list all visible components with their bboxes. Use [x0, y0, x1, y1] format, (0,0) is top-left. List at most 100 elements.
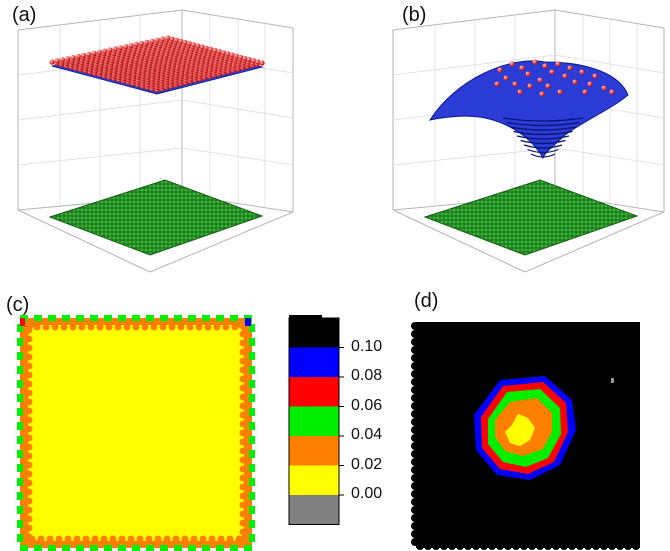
red-atom — [609, 89, 615, 95]
edge-bump — [82, 535, 90, 543]
red-atom — [160, 36, 166, 42]
red-atom — [133, 41, 139, 48]
edge-bump — [172, 535, 180, 543]
red-atom — [154, 37, 161, 43]
edge-bump — [199, 535, 207, 543]
edge-bump — [560, 542, 568, 550]
red-atom — [186, 41, 192, 47]
red-atom — [509, 61, 515, 67]
red-atom — [144, 39, 150, 46]
edge-bump — [100, 535, 108, 543]
edge-bump — [145, 535, 153, 543]
red-atom — [233, 53, 239, 59]
colorbar-tick-label: 0.02 — [351, 455, 383, 473]
red-atom — [242, 55, 248, 62]
edge-bump — [411, 514, 419, 522]
edge-bump — [25, 416, 33, 424]
edge-bump — [141, 323, 149, 331]
red-atom — [601, 85, 607, 91]
edge-bump — [25, 407, 33, 415]
edge-bump — [239, 348, 247, 356]
edge-bump — [25, 470, 33, 478]
edge-bump — [608, 542, 616, 550]
edge-bump — [239, 384, 247, 392]
edge-bump — [239, 510, 247, 518]
edge-bump — [25, 344, 33, 352]
edge-bump — [411, 522, 419, 530]
edge-bump — [239, 447, 247, 455]
edge-bump — [118, 535, 126, 543]
edge-bump — [154, 535, 162, 543]
edge-bump — [552, 542, 560, 550]
edge-bump — [472, 542, 480, 550]
edge-bump — [544, 542, 552, 550]
panel-d-map — [411, 322, 640, 550]
red-atom — [503, 75, 509, 81]
colorbar-swatch — [289, 436, 339, 466]
edge-bump — [411, 378, 419, 386]
edge-bump — [411, 322, 419, 330]
edge-bump — [411, 418, 419, 426]
edge-bump — [186, 323, 194, 331]
panel-d-edge-pattern — [411, 322, 640, 550]
dome-ring — [527, 148, 559, 154]
dome-ring — [506, 121, 580, 127]
edge-bump — [25, 434, 33, 442]
colorbar-cap — [289, 315, 322, 321]
red-atom — [229, 52, 235, 58]
edge-bump — [624, 542, 632, 550]
red-atom — [59, 57, 66, 63]
red-atom — [494, 81, 500, 87]
red-atom — [587, 81, 593, 87]
edge-bump — [239, 375, 247, 383]
red-atom — [199, 44, 205, 50]
edge-bump — [520, 542, 528, 550]
red-atom — [81, 52, 87, 59]
panel-a-substrate — [48, 179, 264, 256]
panel-a-plot — [17, 9, 294, 273]
edge-bump — [411, 362, 419, 370]
red-atom — [519, 65, 525, 71]
red-atom — [238, 54, 244, 60]
red-atom — [212, 47, 218, 54]
edge-bump — [25, 461, 33, 469]
edge-bump — [25, 515, 33, 523]
edge-bump — [25, 380, 33, 388]
edge-bump — [195, 323, 203, 331]
edge-bump — [213, 323, 221, 331]
edge-bump — [231, 323, 239, 331]
edge-bump — [592, 542, 600, 550]
edge-bump — [42, 323, 50, 331]
edge-bump — [168, 323, 176, 331]
edge-bump — [25, 524, 33, 532]
edge-bump — [55, 535, 63, 543]
red-atom — [572, 79, 578, 85]
edge-bump — [411, 498, 419, 506]
red-atom — [527, 83, 533, 89]
edge-bump — [51, 323, 59, 331]
edge-bump — [239, 420, 247, 428]
red-atom — [537, 77, 543, 83]
edge-bump — [239, 519, 247, 527]
red-atom — [250, 58, 257, 64]
edge-bump — [96, 323, 104, 331]
edge-bump — [114, 323, 122, 331]
edge-bump — [25, 389, 33, 397]
edge-bump — [217, 535, 225, 543]
edge-bump — [204, 323, 212, 331]
edge-bump — [239, 402, 247, 410]
red-atom — [203, 45, 210, 51]
red-atom — [173, 37, 180, 43]
edge-bump — [25, 452, 33, 460]
edge-bump — [73, 535, 81, 543]
edge-bump — [512, 542, 520, 550]
edge-bump — [239, 438, 247, 446]
red-atom — [220, 50, 227, 56]
edge-bump — [46, 535, 54, 543]
edge-bump — [69, 323, 77, 331]
red-atom — [70, 55, 76, 61]
red-atom — [592, 73, 598, 79]
edge-bump — [411, 506, 419, 514]
edge-bump — [87, 323, 95, 331]
colorbar-tick-label: 0.10 — [351, 337, 383, 355]
